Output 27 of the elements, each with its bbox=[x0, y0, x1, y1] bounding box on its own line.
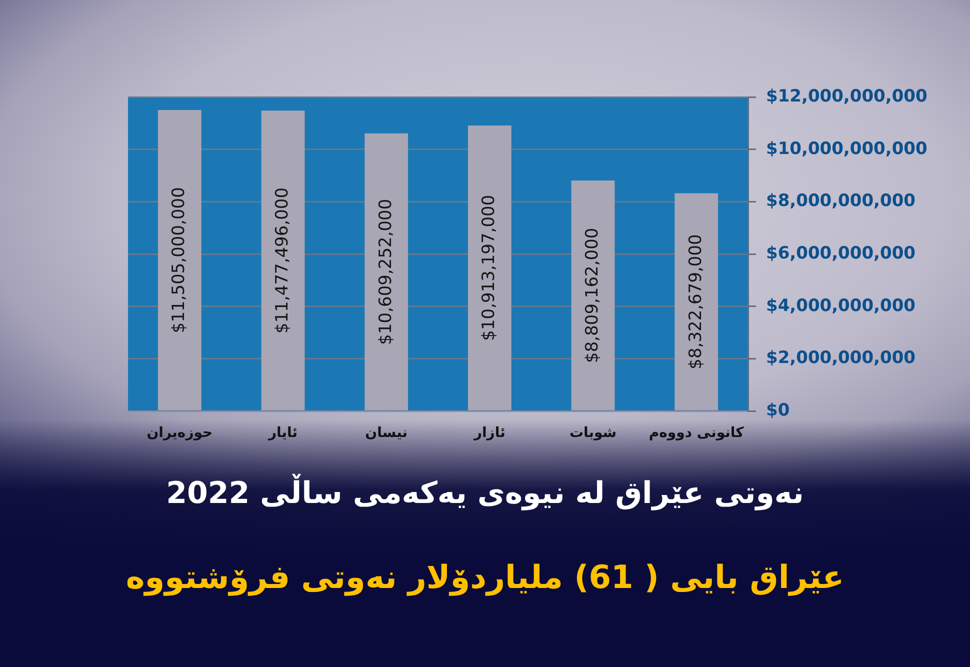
text: عێراق بایی ( 61) ملیاردۆلار نەوتی فرۆشتووە bbox=[124, 558, 846, 596]
data-label: $8,322,679,000 bbox=[686, 234, 706, 370]
bar bbox=[571, 180, 615, 410]
bar bbox=[261, 110, 305, 410]
x-tick-label: ئایار bbox=[267, 425, 298, 442]
text: نەوتی عێراق لە نیوەی یەکەمی ساڵی 2022 bbox=[165, 476, 805, 511]
y-tick-label: $0 bbox=[766, 400, 790, 420]
y-tick-label: $10,000,000,000 bbox=[766, 138, 928, 159]
x-tick-label: ئازار bbox=[472, 425, 506, 442]
data-label: $10,609,252,000 bbox=[376, 198, 396, 345]
x-tick-label: نیسان bbox=[365, 425, 408, 442]
x-tick-label: کانونی دووەم bbox=[648, 425, 745, 442]
bar bbox=[364, 133, 408, 410]
bar bbox=[674, 193, 718, 410]
y-tick-label: $4,000,000,000 bbox=[766, 296, 916, 316]
data-label: $10,913,197,000 bbox=[479, 194, 500, 341]
bar bbox=[158, 110, 202, 410]
y-tick-label: $6,000,000,000 bbox=[766, 243, 916, 264]
y-tick-label: $12,000,000,000 bbox=[766, 86, 928, 106]
bar bbox=[468, 125, 512, 410]
data-label: $8,809,162,000 bbox=[582, 228, 602, 363]
y-tick-label: $8,000,000,000 bbox=[766, 191, 916, 212]
y-tick-label: $2,000,000,000 bbox=[766, 348, 916, 368]
data-label: $11,505,000,000 bbox=[169, 187, 190, 334]
x-tick-label: شوبات bbox=[569, 425, 617, 442]
x-tick-label: حوزەیران bbox=[146, 425, 213, 442]
data-label: $11,477,496,000 bbox=[272, 187, 292, 334]
